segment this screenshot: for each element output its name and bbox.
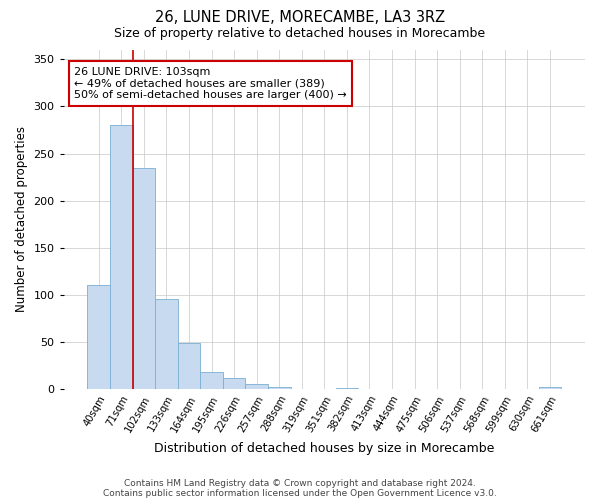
- Text: 26, LUNE DRIVE, MORECAMBE, LA3 3RZ: 26, LUNE DRIVE, MORECAMBE, LA3 3RZ: [155, 10, 445, 25]
- Bar: [133, 168, 155, 389]
- Bar: [110, 126, 133, 389]
- Bar: [88, 286, 110, 389]
- Bar: [155, 300, 178, 389]
- Text: Size of property relative to detached houses in Morecambe: Size of property relative to detached ho…: [115, 28, 485, 40]
- X-axis label: Distribution of detached houses by size in Morecambe: Distribution of detached houses by size …: [154, 442, 494, 455]
- Text: Contains public sector information licensed under the Open Government Licence v3: Contains public sector information licen…: [103, 488, 497, 498]
- Bar: [539, 387, 562, 389]
- Bar: [268, 387, 290, 389]
- Bar: [335, 388, 358, 389]
- Bar: [245, 384, 268, 389]
- Text: Contains HM Land Registry data © Crown copyright and database right 2024.: Contains HM Land Registry data © Crown c…: [124, 478, 476, 488]
- Bar: [200, 372, 223, 389]
- Bar: [223, 378, 245, 389]
- Y-axis label: Number of detached properties: Number of detached properties: [15, 126, 28, 312]
- Bar: [178, 342, 200, 389]
- Text: 26 LUNE DRIVE: 103sqm
← 49% of detached houses are smaller (389)
50% of semi-det: 26 LUNE DRIVE: 103sqm ← 49% of detached …: [74, 67, 347, 100]
